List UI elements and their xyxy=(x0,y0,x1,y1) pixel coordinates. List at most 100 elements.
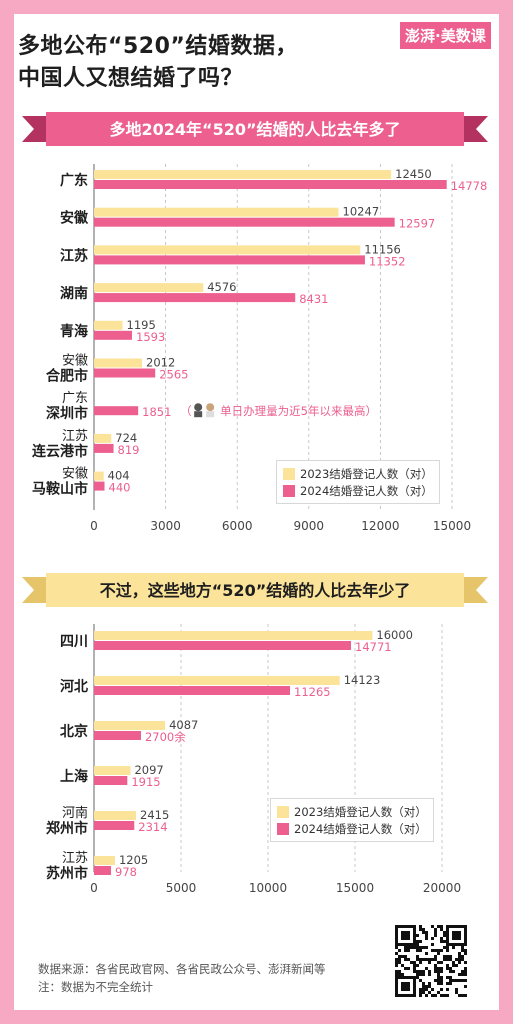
data-label-2023: 2097 xyxy=(134,763,163,777)
data-label-2023: 11156 xyxy=(364,242,401,256)
legend-label-2023: 2023结婚登记人数（对） xyxy=(294,804,427,819)
bar-2024 xyxy=(94,293,296,303)
section1-banner: 多地2024年“520”结婚的人比去年多了 xyxy=(22,112,488,146)
x-tick-label: 3000 xyxy=(150,519,181,533)
x-tick-label: 0 xyxy=(90,519,98,533)
category-label: 马鞍山市 xyxy=(32,481,88,498)
x-tick-label: 20000 xyxy=(423,881,461,895)
category-label: 河南 xyxy=(62,805,88,821)
x-tick-label: 12000 xyxy=(361,519,399,533)
bar-2024 xyxy=(94,686,291,695)
data-label-2024: 2565 xyxy=(159,368,188,382)
brand-logo: 澎湃·美数课 xyxy=(400,22,491,49)
section2-banner-text: 不过，这些地方“520”结婚的人比去年少了 xyxy=(99,581,411,600)
data-label-2024: 1593 xyxy=(136,330,165,344)
category-label: 四川 xyxy=(60,634,88,650)
data-label-2023: 4576 xyxy=(207,280,236,294)
chart-decrease: 0 5000 10000 15000 20000 四川 16000 14771 河北 14123 1… xyxy=(0,620,513,900)
footnote: 注：数据为不完全统计 xyxy=(38,980,153,994)
legend-label-2024: 2024结婚登记人数（对） xyxy=(294,821,427,836)
data-label-2023: 404 xyxy=(108,469,130,483)
x-tick-label: 5000 xyxy=(166,881,197,895)
bar-2023 xyxy=(94,856,115,865)
category-label: 江苏 xyxy=(62,428,88,444)
bar-2024 xyxy=(94,406,139,416)
data-source: 数据来源：各省民政官网、各省民政公众号、澎湃新闻等 xyxy=(38,962,326,976)
chart1-svg: 0 3000 6000 9000 12000 15000 广东 12450 14778 安徽 102… xyxy=(32,164,488,533)
data-label-2024: 11265 xyxy=(294,685,331,699)
legend-label-2023: 2023结婚登记人数（对） xyxy=(300,466,433,481)
data-label-2024: 1915 xyxy=(131,775,160,789)
category-label: 安徽 xyxy=(62,467,88,482)
category-label: 青海 xyxy=(60,323,88,340)
legend-swatch-2023 xyxy=(283,467,295,480)
bar-2024 xyxy=(94,368,156,378)
category-label: 江苏 xyxy=(62,850,88,866)
data-label-2024: 8431 xyxy=(299,292,328,306)
data-label-2024: 14771 xyxy=(355,640,392,654)
page-title-line1: 多地公布“520”结婚数据， xyxy=(18,34,298,59)
bar-2024 xyxy=(94,641,352,650)
bar-2024 xyxy=(94,821,135,830)
bar-2024 xyxy=(94,481,105,491)
annotation-text: 单日办理量为近5年以来最高） xyxy=(220,404,377,418)
data-label-2023: 4087 xyxy=(169,718,198,732)
category-label: 广东 xyxy=(60,172,88,189)
bar-2023 xyxy=(94,811,137,820)
bar-2024 xyxy=(94,180,447,189)
bar-2024 xyxy=(94,255,365,265)
category-label: 上海 xyxy=(60,768,88,785)
data-label-2023: 1195 xyxy=(127,318,156,332)
data-label-2023: 12450 xyxy=(395,167,432,181)
category-label: 江苏 xyxy=(60,247,88,264)
x-tick-label: 10000 xyxy=(249,881,287,895)
bar-2023 xyxy=(94,170,392,179)
bar-2024 xyxy=(94,443,114,453)
category-label: 安徽 xyxy=(62,354,88,369)
data-label-2023: 724 xyxy=(115,431,137,445)
bar-2023 xyxy=(94,245,361,255)
legend-swatch-2023 xyxy=(277,805,289,818)
x-tick-label: 6000 xyxy=(222,519,253,533)
legend-swatch-2024 xyxy=(283,484,295,497)
bar-2024 xyxy=(94,776,128,785)
annotation-paren: （ xyxy=(180,404,192,418)
category-label: 广东 xyxy=(62,391,88,406)
chart2-legend: 2023结婚登记人数（对） 2024结婚登记人数（对） xyxy=(270,798,434,842)
data-label-2024: 14778 xyxy=(451,179,488,193)
bar-2024 xyxy=(94,731,141,740)
bar-2023 xyxy=(94,358,143,368)
data-label-2024: 11352 xyxy=(369,254,406,268)
category-label: 深圳市 xyxy=(46,405,88,422)
bar-2023 xyxy=(94,320,123,330)
x-tick-label: 9000 xyxy=(294,519,325,533)
bar-2023 xyxy=(94,471,104,481)
bar-2023 xyxy=(94,766,131,775)
category-label: 郑州市 xyxy=(46,820,88,837)
data-label-2024: 2700余 xyxy=(145,730,186,744)
section1-banner-text: 多地2024年“520”结婚的人比去年多了 xyxy=(109,120,401,139)
data-label-2023: 16000 xyxy=(376,628,413,642)
data-label-2024: 2314 xyxy=(138,820,167,834)
legend-label-2024: 2024结婚登记人数（对） xyxy=(300,483,433,498)
category-label: 湖南 xyxy=(60,285,88,302)
category-label: 合肥市 xyxy=(46,368,88,385)
data-label-2023: 2012 xyxy=(146,356,175,370)
data-label-2023: 14123 xyxy=(344,673,381,687)
x-tick-label: 15000 xyxy=(433,519,471,533)
chart1-legend: 2023结婚登记人数（对） 2024结婚登记人数（对） xyxy=(276,460,440,504)
chart-increase: 0 3000 6000 9000 12000 15000 广东 12450 14778 安徽 102… xyxy=(0,160,513,540)
bar-2023 xyxy=(94,283,204,293)
data-label-2024: 819 xyxy=(118,443,140,457)
page-title-line2: 中国人又想结婚了吗？ xyxy=(18,66,244,91)
data-label-2024: 12597 xyxy=(399,217,436,231)
qr-code-icon xyxy=(395,925,467,997)
bar-2023 xyxy=(94,207,339,217)
x-tick-label: 15000 xyxy=(336,881,374,895)
category-label: 连云港市 xyxy=(32,443,88,460)
data-label-2023: 1205 xyxy=(119,853,148,867)
data-label-2024: 440 xyxy=(109,481,131,495)
data-label-2024: 1851 xyxy=(142,405,171,419)
category-label: 安徽 xyxy=(60,210,89,227)
